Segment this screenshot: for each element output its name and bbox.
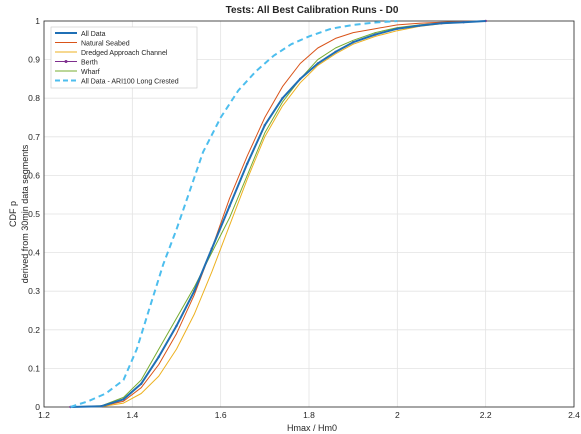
x-tick-label: 1.6 [215, 410, 227, 420]
x-tick-label: 1.8 [303, 410, 315, 420]
y-tick-label: 1 [35, 16, 40, 26]
x-tick-label: 1.2 [38, 410, 50, 420]
legend: All Data Natural Seabed Dredged Approach C… [50, 26, 198, 89]
x-tick-label: 2.4 [568, 410, 580, 420]
series-line-dredged-approach-channel [70, 20, 486, 408]
x-tick-label: 2.2 [480, 410, 492, 420]
tick-layer: 1.2 1.4 1.6 1.8 2 2.2 2.4 0 0.1 0.2 0.3 0.4 0.5 0.6 0.… [28, 16, 580, 420]
y-tick-label: 0.9 [28, 55, 40, 65]
y-tick-label: 0.5 [28, 209, 40, 219]
y-tick-label: 0.1 [28, 363, 40, 373]
legend-label: Natural Seabed [81, 40, 130, 47]
legend-label: All Data - ARI100 Long Crested [81, 78, 179, 85]
legend-label: All Data [81, 31, 106, 38]
legend-label: Berth [81, 59, 98, 66]
y-axis-label-line-2: derived from 30min data segments [20, 144, 30, 283]
y-tick-label: 0.8 [28, 93, 40, 103]
y-tick-label: 0.2 [28, 325, 40, 335]
x-tick-label: 1.4 [126, 410, 138, 420]
chart-title: Tests: All Best Calibration Runs - D0 [226, 5, 399, 16]
legend-marker [64, 60, 68, 63]
y-tick-label: 0 [35, 402, 40, 412]
series-line-all-data [70, 20, 486, 408]
legend-box [50, 26, 198, 89]
legend-label: Wharf [81, 69, 100, 76]
series-line-natural-seabed [70, 20, 486, 408]
x-tick-label: 2 [395, 410, 400, 420]
y-tick-label: 0.3 [28, 286, 40, 296]
y-tick-label: 0.6 [28, 170, 40, 180]
y-axis-label-line-1: CDF p [8, 201, 18, 227]
x-axis-label: Hmax / Hm0 [287, 423, 337, 433]
series-line-all-data-ari100-long-crested [70, 20, 398, 408]
y-tick-label: 0.4 [28, 248, 40, 258]
series-layer [69, 19, 487, 409]
legend-label: Dredged Approach Channel [81, 50, 168, 57]
plot-area [43, 20, 575, 408]
y-tick-label: 0.7 [28, 132, 40, 142]
